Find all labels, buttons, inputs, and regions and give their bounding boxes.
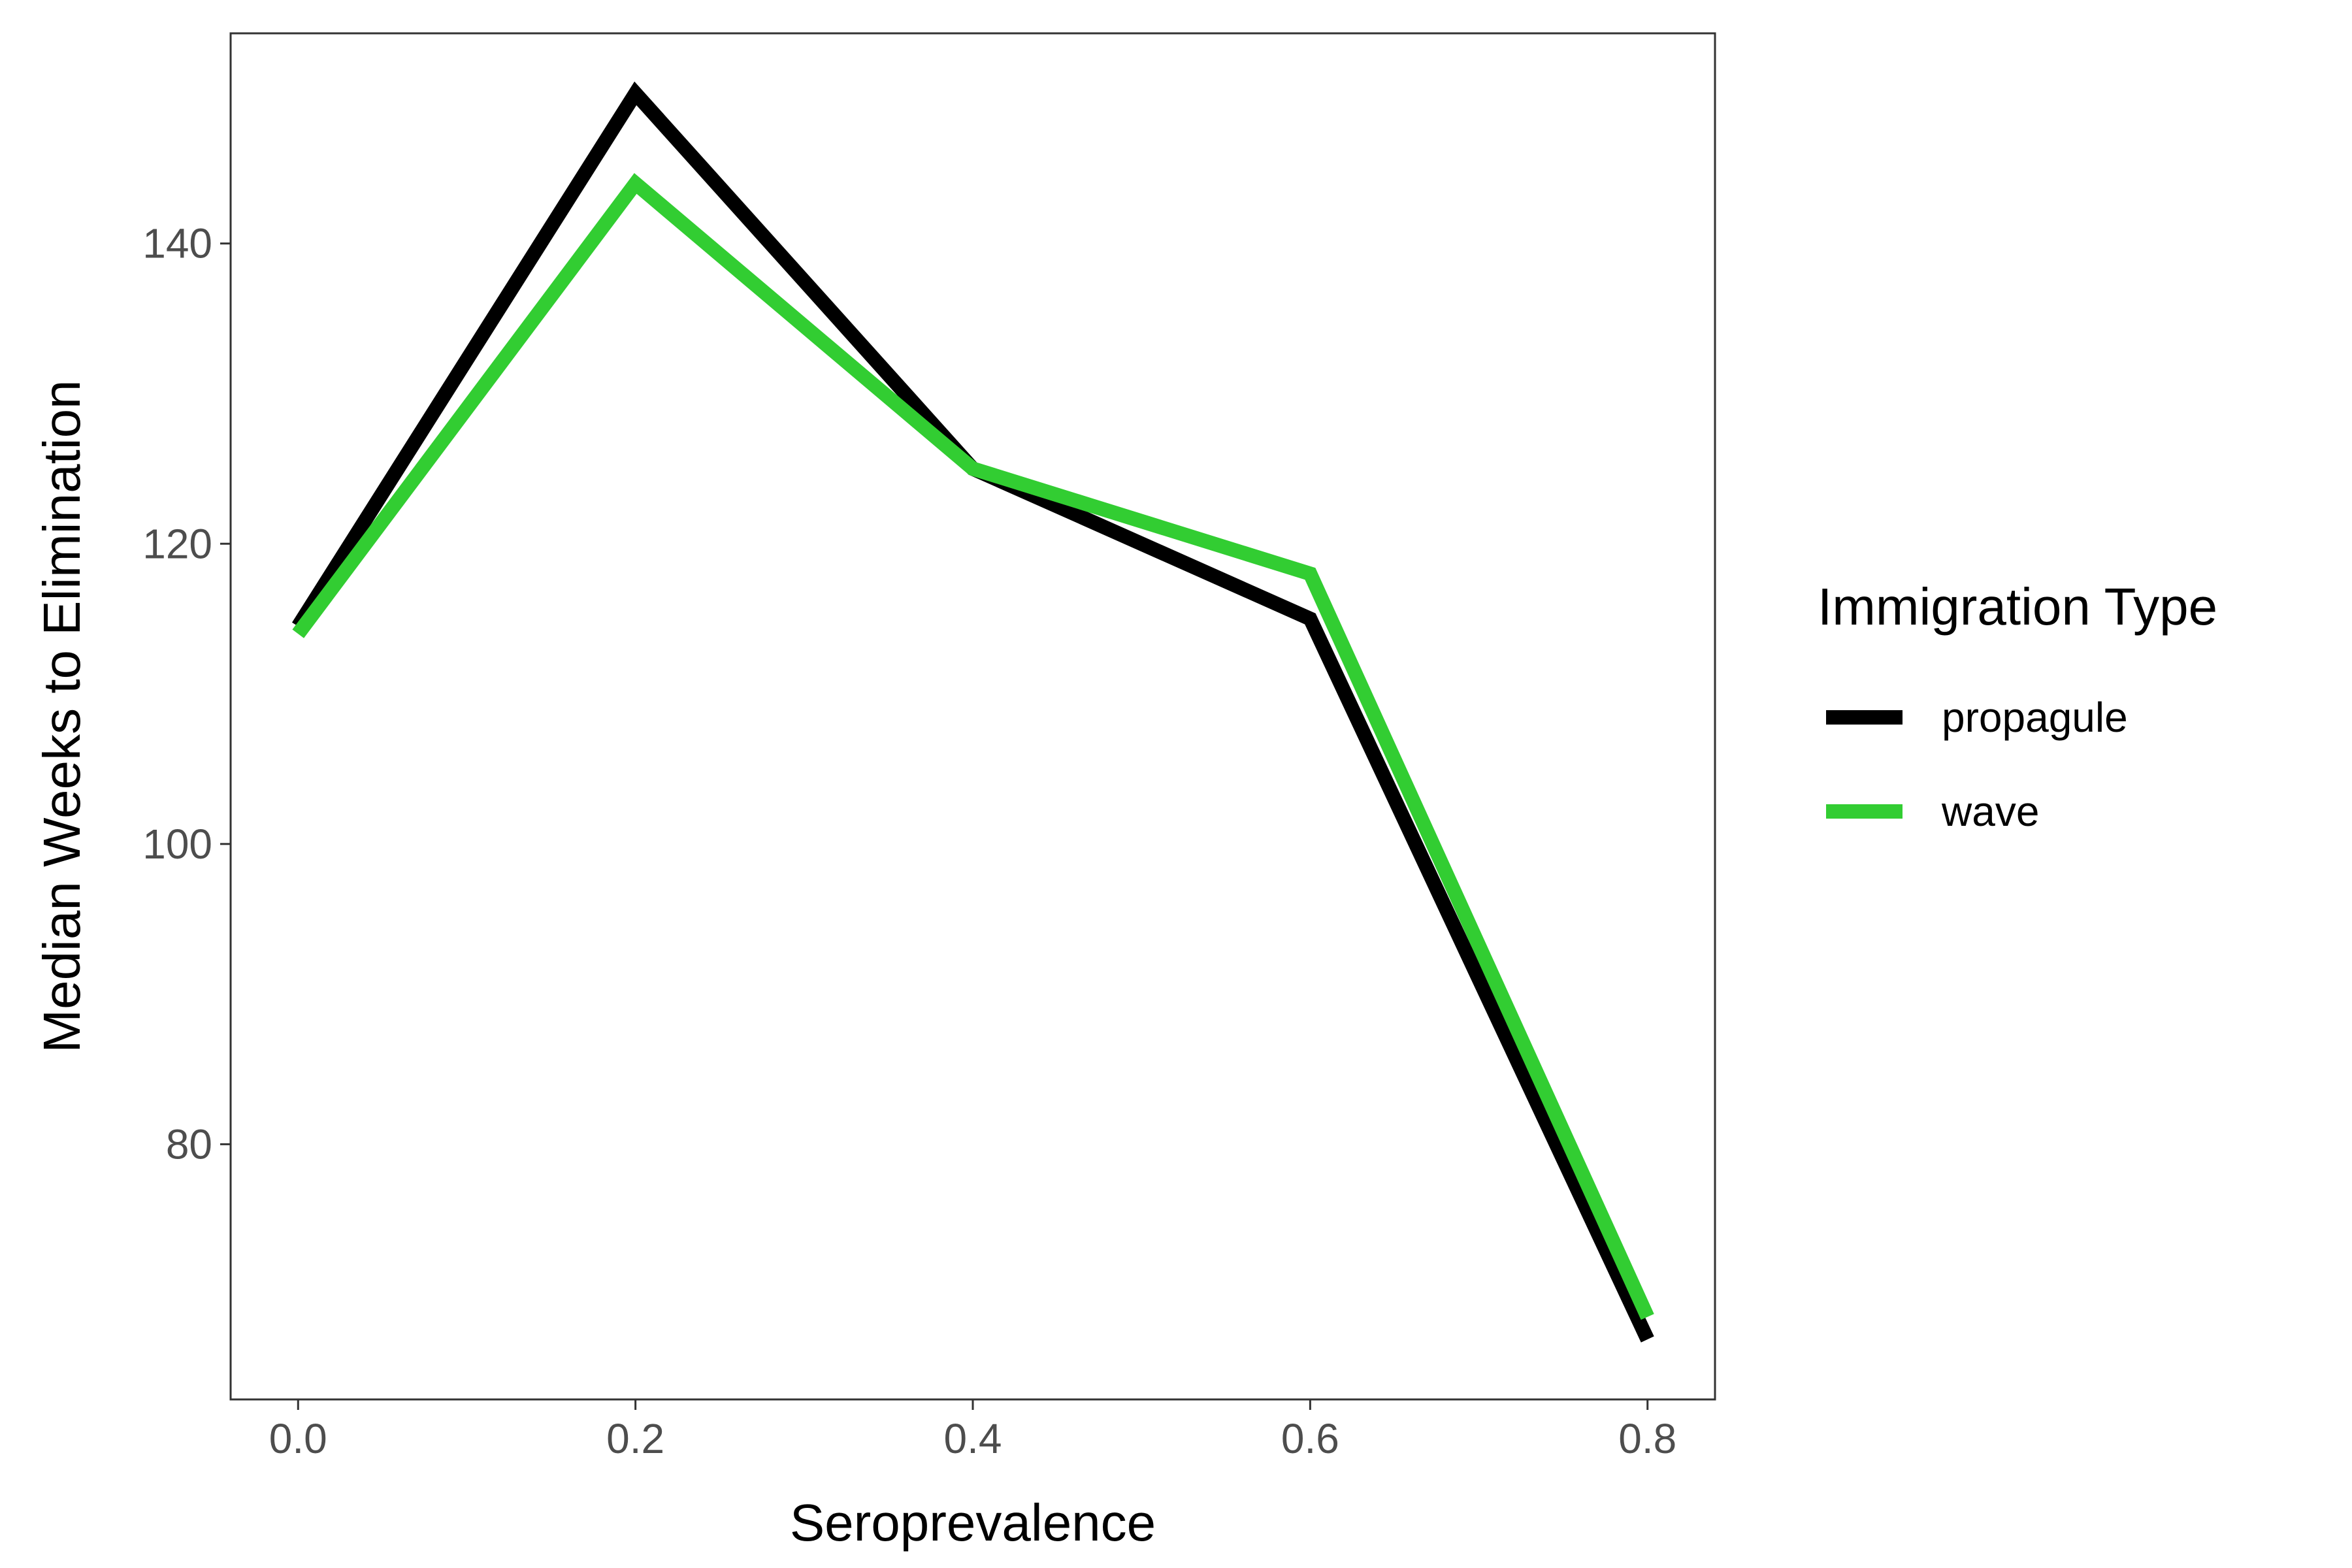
y-axis-title: Median Weeks to Elimination [33,380,91,1053]
x-tick-label: 0.4 [944,1415,1002,1462]
y-tick-label: 140 [142,220,212,267]
series-line-wave [292,172,1654,1320]
x-axis-title: Seroprevalence [790,1494,1156,1552]
legend-label-wave: wave [1941,788,2039,835]
legend-title: Immigration Type [1818,578,2217,636]
x-axis: 0.0 0.2 0.4 0.6 0.8 [269,1399,1676,1462]
x-tick-label: 0.6 [1281,1415,1339,1462]
y-tick-label: 100 [142,821,212,868]
legend-label-propagule: propagule [1942,694,2128,741]
x-tick-label: 0.2 [606,1415,664,1462]
x-tick-label: 0.0 [269,1415,327,1462]
y-tick-label: 120 [142,520,212,567]
y-tick-label: 80 [166,1120,212,1168]
legend: Immigration Type propagule wave [1818,578,2217,835]
series-layer [291,81,1654,1343]
y-axis: 80 100 120 140 [142,220,231,1168]
x-tick-label: 0.8 [1618,1415,1676,1462]
